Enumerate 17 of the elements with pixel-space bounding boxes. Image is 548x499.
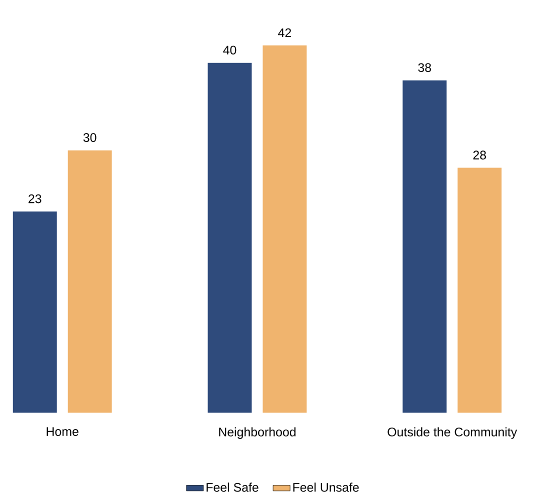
bar bbox=[208, 63, 252, 413]
data-label: 42 bbox=[278, 28, 292, 38]
bar bbox=[262, 46, 307, 413]
bar bbox=[402, 80, 447, 413]
data-label: 38 bbox=[418, 63, 432, 72]
data-label: 40 bbox=[223, 46, 236, 55]
bar bbox=[12, 212, 57, 413]
x-tick-label: Outside the Community bbox=[388, 427, 518, 440]
data-label: 30 bbox=[83, 133, 96, 142]
data-label: 28 bbox=[473, 150, 486, 160]
data-label: 23 bbox=[28, 194, 42, 204]
legend-label: Feel Unsafe bbox=[293, 482, 359, 492]
x-tick-label: Neighborhood bbox=[219, 427, 296, 440]
bar bbox=[68, 150, 112, 413]
x-tick-label: Home bbox=[46, 427, 78, 436]
legend-label: Feel Safe bbox=[206, 482, 258, 492]
bar bbox=[458, 168, 502, 413]
